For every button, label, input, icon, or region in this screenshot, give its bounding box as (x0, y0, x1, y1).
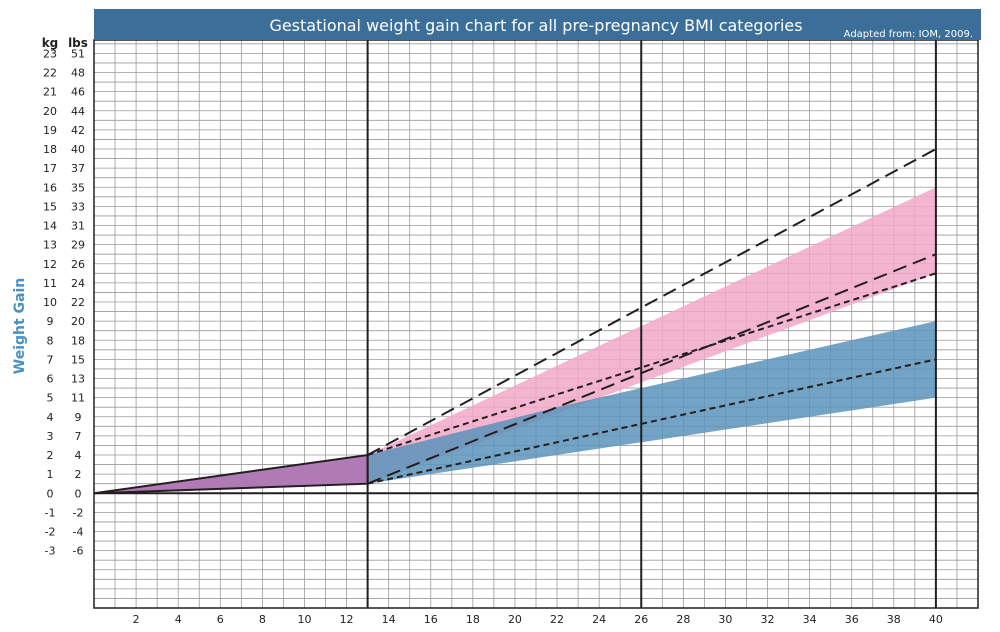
kg-tick-label: 5 (47, 392, 54, 405)
x-tick-label: 14 (382, 613, 396, 626)
kg-tick-label: 17 (43, 162, 57, 175)
title-bar (94, 9, 981, 40)
kg-tick-label: 7 (47, 353, 54, 366)
kg-tick-label: 21 (43, 86, 57, 99)
kg-tick-label: 11 (43, 277, 57, 290)
kg-tick-label: 8 (47, 334, 54, 347)
x-tick-label: 10 (297, 613, 311, 626)
x-tick-label: 16 (424, 613, 438, 626)
lbs-tick-label: 2 (75, 468, 82, 481)
data-areas (93, 187, 936, 495)
lbs-tick-labels: -6-4-20247911131518202224262931333537404… (71, 47, 85, 557)
x-tick-label: 2 (133, 613, 140, 626)
kg-tick-label: 22 (43, 67, 57, 80)
lbs-tick-label: 13 (71, 373, 85, 386)
kg-tick-label: 20 (43, 105, 57, 118)
lbs-tick-label: 18 (71, 334, 85, 347)
kg-tick-label: 6 (47, 373, 54, 386)
x-tick-label: 4 (175, 613, 182, 626)
kg-tick-label: 2 (47, 449, 54, 462)
lbs-tick-label: 40 (71, 143, 85, 156)
lbs-tick-label: 35 (71, 181, 85, 194)
long-dashed-line (367, 253, 937, 485)
kg-tick-label: 15 (43, 200, 57, 213)
lbs-tick-label: 11 (71, 392, 85, 405)
lbs-tick-label: 29 (71, 239, 85, 252)
short-dashed-line (367, 358, 937, 485)
kg-tick-label: 12 (43, 258, 57, 271)
lbs-tick-label: 44 (71, 105, 85, 118)
lbs-tick-label: 42 (71, 124, 85, 137)
lbs-tick-label: 51 (71, 47, 85, 60)
lbs-tick-label: 15 (71, 353, 85, 366)
lbs-tick-label: 7 (75, 430, 82, 443)
pink-weight-band (367, 187, 936, 484)
kg-tick-label: 3 (47, 430, 54, 443)
lbs-tick-label: 9 (75, 411, 82, 424)
grid (94, 40, 979, 609)
lbs-tick-label: -6 (73, 545, 84, 558)
lbs-tick-label: -2 (73, 506, 84, 519)
x-tick-label: 22 (550, 613, 564, 626)
kg-tick-label: 10 (43, 296, 57, 309)
x-tick-label: 8 (259, 613, 266, 626)
kg-tick-label: -1 (45, 506, 56, 519)
x-tick-label: 34 (803, 613, 817, 626)
x-tick-labels: 2 4 6 8 10 12 14 16 18 20 22 24 26 28 30 32 34 36 38 40 (133, 613, 943, 626)
x-tick-label: 36 (845, 613, 859, 626)
lbs-tick-label: 24 (71, 277, 85, 290)
lbs-tick-label: 37 (71, 162, 85, 175)
x-tick-label: 20 (508, 613, 522, 626)
lbs-tick-label: -4 (73, 526, 84, 539)
x-tick-label: 24 (592, 613, 606, 626)
x-tick-label: 32 (761, 613, 775, 626)
kg-unit-label: kg (42, 36, 59, 50)
y-axis-title: Weight Gain (12, 278, 28, 375)
kg-tick-label: 18 (43, 143, 57, 156)
chart-title: Gestational weight gain chart for all pr… (269, 16, 802, 35)
kg-tick-label: 23 (43, 47, 57, 60)
x-tick-label: 28 (676, 613, 690, 626)
kg-tick-label: 13 (43, 239, 57, 252)
kg-tick-label: 1 (47, 468, 54, 481)
source-note: Adapted from: IOM, 2009. (844, 29, 973, 40)
kg-tick-label: 9 (47, 315, 54, 328)
x-tick-label: 40 (929, 613, 943, 626)
lbs-tick-label: 46 (71, 86, 85, 99)
lbs-tick-label: 22 (71, 296, 85, 309)
data-lines (367, 148, 937, 485)
lbs-tick-label: 31 (71, 220, 85, 233)
x-tick-label: 6 (217, 613, 224, 626)
kg-tick-label: 4 (47, 411, 54, 424)
kg-tick-label: 14 (43, 220, 57, 233)
kg-tick-label: -2 (45, 526, 56, 539)
lbs-tick-label: 0 (75, 487, 82, 500)
x-tick-label: 26 (634, 613, 648, 626)
kg-tick-label: 19 (43, 124, 57, 137)
x-tick-label: 30 (718, 613, 732, 626)
x-tick-label: 18 (466, 613, 480, 626)
lbs-tick-label: 33 (71, 200, 85, 213)
kg-tick-label: -3 (45, 545, 56, 558)
lbs-tick-label: 26 (71, 258, 85, 271)
x-tick-label: 38 (887, 613, 901, 626)
lbs-unit-label: lbs (68, 36, 88, 50)
kg-tick-label: 0 (47, 487, 54, 500)
lbs-tick-label: 20 (71, 315, 85, 328)
kg-tick-label: 16 (43, 181, 57, 194)
long-dashed-line (367, 148, 937, 456)
blue-weight-band (367, 321, 936, 484)
kg-tick-labels: -3-2-10123456789101112131415161718192021… (43, 47, 57, 557)
lbs-tick-label: 4 (75, 449, 82, 462)
x-tick-label: 12 (340, 613, 354, 626)
lbs-tick-label: 48 (71, 67, 85, 80)
